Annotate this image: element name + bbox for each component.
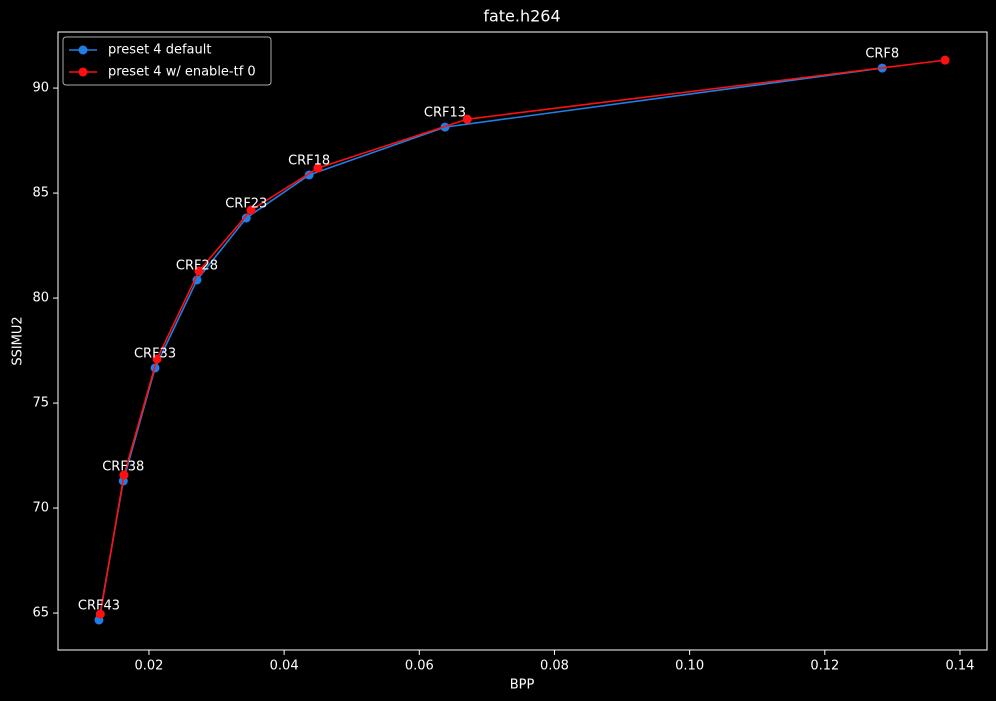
- annotation: CRF28: [176, 258, 218, 273]
- legend-marker: [78, 45, 88, 55]
- data-point: [152, 354, 162, 364]
- annotation: CRF33: [134, 346, 176, 361]
- x-tick-label: 0.08: [540, 659, 569, 674]
- legend-label: preset 4 w/ enable-tf 0: [108, 65, 256, 80]
- data-point: [462, 114, 472, 124]
- annotation: CRF13: [424, 106, 466, 121]
- annotation: CRF38: [102, 459, 144, 474]
- data-point: [313, 163, 323, 173]
- annotation: CRF8: [865, 47, 899, 62]
- legend-marker: [78, 67, 88, 77]
- x-tick-label: 0.10: [675, 659, 704, 674]
- y-tick-label: 85: [32, 186, 49, 201]
- series-line: [99, 59, 946, 615]
- annotation: CRF23: [225, 197, 267, 212]
- y-tick-label: 80: [32, 291, 49, 306]
- legend-label: preset 4 default: [108, 43, 211, 58]
- y-axis-label: SSIMU2: [11, 316, 26, 365]
- x-tick-label: 0.12: [810, 659, 839, 674]
- series-line: [98, 67, 883, 621]
- y-tick-label: 75: [32, 396, 49, 411]
- chart-title: fate.h264: [483, 7, 560, 26]
- x-tick-label: 0.14: [945, 659, 974, 674]
- data-point: [119, 470, 129, 480]
- data-point: [246, 205, 256, 215]
- x-tick-label: 0.04: [270, 659, 299, 674]
- data-point: [194, 266, 204, 276]
- x-tick-label: 0.02: [134, 659, 163, 674]
- annotation: CRF18: [288, 154, 330, 169]
- x-tick-label: 0.06: [405, 659, 434, 674]
- data-point: [241, 213, 251, 223]
- y-tick-label: 90: [32, 81, 49, 96]
- x-axis-label: BPP: [510, 678, 535, 693]
- data-point: [95, 609, 105, 619]
- data-point: [940, 55, 950, 65]
- y-tick-label: 65: [32, 606, 49, 621]
- legend-box: [62, 36, 272, 86]
- data-point: [192, 275, 202, 285]
- plot-frame: [57, 31, 988, 651]
- y-tick-label: 70: [32, 501, 49, 516]
- annotation: CRF43: [78, 598, 120, 613]
